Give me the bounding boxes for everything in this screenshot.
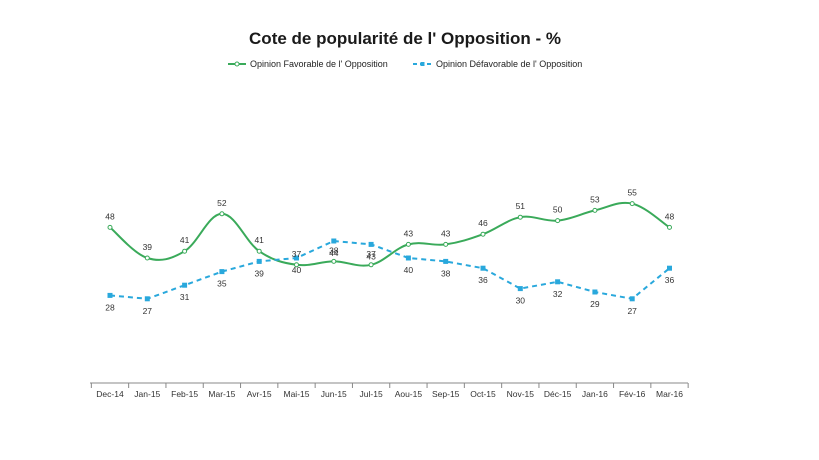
data-point: [517, 286, 523, 292]
data-label: 55: [627, 188, 637, 198]
data-point: [629, 201, 635, 207]
data-point: [256, 248, 262, 254]
legend-item-defavorable: Opinion Défavorable de l' Opposition: [413, 59, 582, 69]
legend-label-defavorable: Opinion Défavorable de l' Opposition: [436, 59, 582, 69]
data-label: 44: [329, 248, 339, 258]
data-label: 53: [590, 194, 600, 204]
data-label: 35: [217, 279, 227, 289]
data-label: 48: [665, 211, 675, 221]
data-label: 27: [143, 306, 153, 316]
x-tick-label: Dec-14: [96, 389, 124, 399]
data-label: 27: [627, 306, 637, 316]
x-tick-label: Déc-15: [544, 389, 572, 399]
x-tick-label: Mar-16: [656, 389, 683, 399]
data-point: [592, 289, 598, 295]
data-label: 52: [217, 198, 227, 208]
chart-title: Cote de popularité de l' Opposition - %: [249, 29, 561, 48]
x-tick-label: Fév-16: [619, 389, 646, 399]
data-label: 46: [478, 218, 488, 228]
data-point: [182, 248, 188, 254]
x-axis-labels: Dec-14 Jan-15 Feb-15 Mar-15 Avr-15 Mai-15 Jun-…: [96, 389, 683, 399]
x-tick-label: Jul-15: [360, 389, 383, 399]
data-label: 38: [441, 268, 451, 278]
data-point: [107, 292, 113, 298]
data-label: 39: [254, 268, 264, 278]
series-line-defavorable: [109, 239, 671, 300]
data-label: 43: [366, 251, 376, 261]
series-favorable: [107, 201, 672, 268]
legend-item-favorable: Opinion Favorable de l' Opposition: [228, 59, 388, 69]
series-layer: [107, 201, 672, 302]
data-label: 32: [553, 289, 563, 299]
data-point: [667, 265, 672, 271]
data-point: [443, 258, 449, 264]
data-label: 41: [254, 235, 264, 245]
data-label: 29: [590, 299, 600, 309]
data-point: [331, 238, 337, 244]
data-point: [219, 269, 225, 275]
x-tick-label: Jan-15: [134, 389, 160, 399]
data-label: 38: [329, 245, 339, 255]
x-tick-label: Sep-15: [432, 389, 460, 399]
data-label: 37: [292, 249, 302, 259]
data-label: 39: [143, 242, 153, 252]
legend-label-favorable: Opinion Favorable de l' Opposition: [250, 59, 388, 69]
data-point: [629, 296, 635, 302]
data-label: 51: [516, 201, 526, 211]
data-label: 41: [180, 235, 190, 245]
data-point: [331, 258, 337, 264]
x-tick-label: Oct-15: [470, 389, 496, 399]
legend: Opinion Favorable de l' Opposition Opini…: [228, 59, 582, 69]
data-point: [368, 262, 374, 268]
data-label: 43: [404, 228, 414, 238]
data-point: [405, 255, 411, 261]
legend-marker-favorable: [234, 61, 240, 67]
data-label: 40: [404, 265, 414, 275]
data-point: [480, 231, 486, 237]
legend-marker-defavorable: [420, 62, 425, 66]
data-label: 50: [553, 205, 563, 215]
data-label: 40: [292, 265, 302, 275]
data-point: [443, 241, 449, 247]
data-point: [592, 207, 598, 213]
x-tick-label: Mai-15: [284, 389, 310, 399]
data-label: 36: [665, 275, 675, 285]
data-point: [107, 224, 113, 230]
data-point: [555, 218, 561, 224]
data-point: [517, 214, 523, 220]
data-point: [555, 279, 561, 285]
x-tick-label: Mar-15: [208, 389, 235, 399]
x-tick-label: Nov-15: [507, 389, 535, 399]
series-line-favorable: [109, 201, 671, 267]
data-point: [256, 258, 262, 264]
data-point: [405, 241, 411, 247]
data-point: [480, 265, 486, 271]
series-defavorable: [107, 238, 672, 302]
data-point: [294, 262, 299, 268]
data-label: 28: [105, 302, 115, 312]
data-label: 37: [366, 249, 376, 259]
data-label: 48: [105, 211, 115, 221]
data-point: [144, 255, 150, 261]
data-point: [294, 255, 299, 261]
x-tick-label: Jun-15: [321, 389, 347, 399]
data-point: [144, 296, 150, 302]
data-point: [219, 211, 225, 217]
data-point: [182, 282, 188, 288]
data-point: [368, 241, 374, 247]
x-axis-ticks: [90, 383, 689, 388]
x-tick-label: Jan-16: [582, 389, 608, 399]
data-label: 31: [180, 292, 190, 302]
x-tick-label: Feb-15: [171, 389, 198, 399]
x-tick-label: Avr-15: [247, 389, 272, 399]
data-point: [667, 224, 672, 230]
data-label: 43: [441, 228, 451, 238]
x-tick-label: Aou-15: [395, 389, 423, 399]
data-label: 36: [478, 275, 488, 285]
data-label: 30: [516, 296, 526, 306]
